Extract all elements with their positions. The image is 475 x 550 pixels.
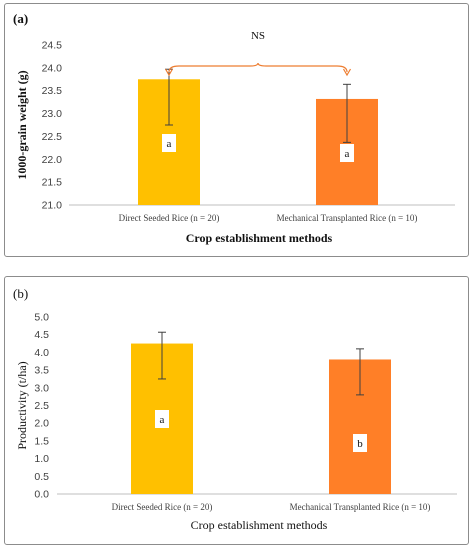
y-tick-label: 5.0	[34, 312, 49, 324]
x-tick-label: Mechanical Transplanted Rice (n = 10)	[277, 213, 418, 223]
chart-panel-a: (a) 21.0 21.5 22.0 22.5 23.0 23.5 24.0 24.5 a Dire…	[4, 3, 469, 257]
y-tick-label: 24.5	[42, 40, 63, 52]
panel-label: (b)	[13, 286, 28, 301]
y-tick-label: 0.0	[34, 489, 49, 501]
data-label: a	[167, 138, 172, 150]
y-tick-label: 22.5	[42, 131, 63, 143]
arrow-right-icon	[342, 68, 352, 77]
data-label-box	[155, 410, 169, 428]
x-tick-label: Mechanical Transplanted Rice (n = 10)	[290, 502, 431, 512]
data-label-box	[162, 134, 176, 152]
y-tick-label: 23.5	[42, 85, 63, 97]
data-label: a	[160, 414, 165, 426]
y-tick-label: 2.5	[34, 400, 49, 412]
y-tick-label: 22.0	[42, 154, 63, 166]
data-label: a	[345, 148, 350, 160]
y-tick-label: 21.5	[42, 177, 63, 189]
arrow-left-icon	[164, 68, 174, 77]
data-label-box	[353, 434, 367, 452]
y-tick-label: 0.5	[34, 471, 49, 483]
y-tick-label: 21.0	[42, 200, 63, 212]
y-axis-title: 1000-grain weight (g)	[15, 70, 29, 179]
y-tick-label: 4.0	[34, 347, 49, 359]
x-axis-title: Crop establishment methods	[191, 518, 328, 532]
chart-panel-b: (b) 0.0 0.5 1.0 1.5 2.0 2.5 3.0 3.5 4.0 4.5 5.0 a Dir…	[4, 276, 469, 545]
data-label-box	[340, 144, 354, 162]
y-tick-label: 3.0	[34, 382, 49, 394]
chart-b: (b) 0.0 0.5 1.0 1.5 2.0 2.5 3.0 3.5 4.0 4.5 5.0 a Dir…	[13, 286, 457, 532]
panel-label: (a)	[13, 11, 28, 26]
significance-brace	[168, 62, 348, 73]
y-tick-label: 2.0	[34, 418, 49, 430]
y-tick-label: 23.0	[42, 108, 63, 120]
y-tick-label: 1.0	[34, 453, 49, 465]
y-tick-label: 4.5	[34, 329, 49, 341]
y-axis-title: Productivity (t/ha)	[15, 361, 29, 449]
significance-annotation: NS	[251, 30, 265, 42]
x-axis-title: Crop establishment methods	[186, 231, 333, 245]
y-tick-label: 3.5	[34, 365, 49, 377]
y-tick-label: 1.5	[34, 435, 49, 447]
x-tick-label: Direct Seeded Rice (n = 20)	[119, 213, 220, 223]
y-tick-label: 24.0	[42, 62, 63, 74]
chart-a: (a) 21.0 21.5 22.0 22.5 23.0 23.5 24.0 24.5 a Dire…	[13, 11, 455, 245]
x-tick-label: Direct Seeded Rice (n = 20)	[112, 502, 213, 512]
data-label: b	[357, 438, 363, 450]
